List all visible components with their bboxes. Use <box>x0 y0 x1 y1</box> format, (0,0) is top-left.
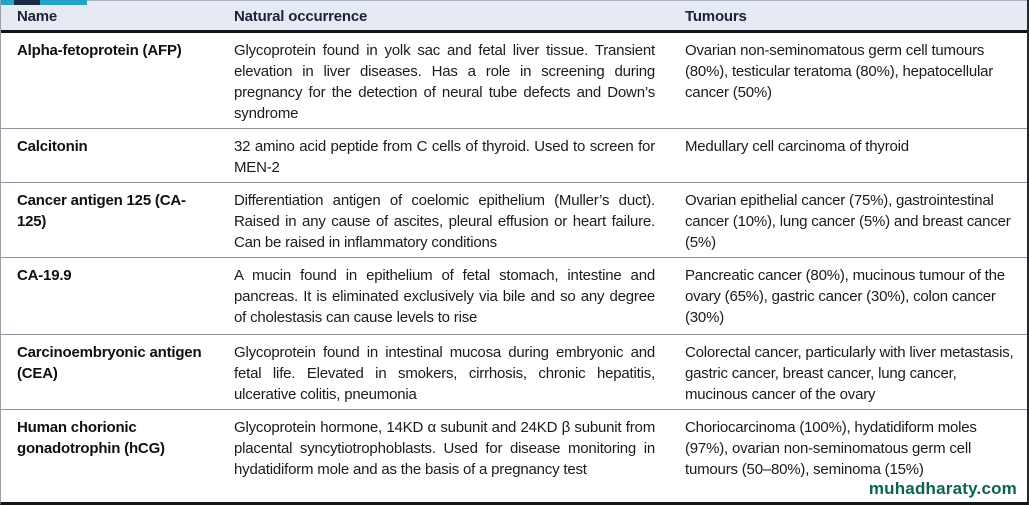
marker-tumours-cell: Ovarian non-seminomatous germ cell tumou… <box>685 42 994 101</box>
table-row: Carcinoembryonic antigen (CEA) Glycoprot… <box>1 334 1027 410</box>
column-header-natural-occurrence: Natural occurrence <box>223 0 677 33</box>
watermark-text: muhadharaty.com <box>868 479 1017 498</box>
marker-name-cell: Human chorionic gonadotrophin (hCG) <box>1 409 223 502</box>
top-accent-bar <box>1 0 87 5</box>
marker-occurrence-cell: 32 amino acid peptide from C cells of th… <box>223 128 677 183</box>
column-header-tumours: Tumours <box>677 0 1027 33</box>
table-row: CA-19.9 A mucin found in epithelium of f… <box>1 257 1027 335</box>
header-row: Name Natural occurrence Tumours <box>1 0 1027 33</box>
table-row: Alpha-fetoprotein (AFP) Glycoprotein fou… <box>1 32 1027 129</box>
column-header-name: Name <box>1 0 223 33</box>
top-accent-dark-tab <box>14 0 40 5</box>
marker-tumours-cell: Colorectal cancer, particularly with liv… <box>677 334 1027 410</box>
marker-name-cell: Cancer antigen 125 (CA-125) <box>1 182 223 258</box>
table-row: Calcitonin 32 amino acid peptide from C … <box>1 128 1027 183</box>
table-row: Cancer antigen 125 (CA-125) Differentiat… <box>1 182 1027 258</box>
marker-tumours-cell: Pancreatic cancer (80%), mucinous tumour… <box>677 257 1027 335</box>
table-body: Alpha-fetoprotein (AFP) Glycoprotein fou… <box>1 32 1027 502</box>
marker-tumours-cell: Ovarian epithelial cancer (75%), gastroi… <box>677 182 1027 258</box>
marker-occurrence-cell: A mucin found in epithelium of fetal sto… <box>223 257 677 335</box>
marker-occurrence-cell: Differentiation antigen of coelomic epit… <box>223 182 677 258</box>
marker-occurrence-cell: Glycoprotein found in yolk sac and fetal… <box>234 42 655 122</box>
table-header: Name Natural occurrence Tumours <box>1 0 1027 33</box>
marker-occurrence-cell: Glycoprotein hormone, 14KD α subunit and… <box>223 409 677 502</box>
marker-tumours-cell: Choriocarcinoma (100%), hydatidiform mol… <box>677 409 1027 502</box>
marker-tumours-cell: Medullary cell carcinoma of thyroid <box>677 128 1027 183</box>
marker-name-cell: CA-19.9 <box>1 257 223 335</box>
table-row: Human chorionic gonadotrophin (hCG) Glyc… <box>1 409 1027 502</box>
marker-name-cell: Alpha-fetoprotein (AFP) <box>17 42 182 59</box>
marker-name-cell: Calcitonin <box>1 128 223 183</box>
marker-name-cell: Carcinoembryonic antigen (CEA) <box>1 334 223 410</box>
marker-occurrence-cell: Glycoprotein found in intestinal mucosa … <box>223 334 677 410</box>
